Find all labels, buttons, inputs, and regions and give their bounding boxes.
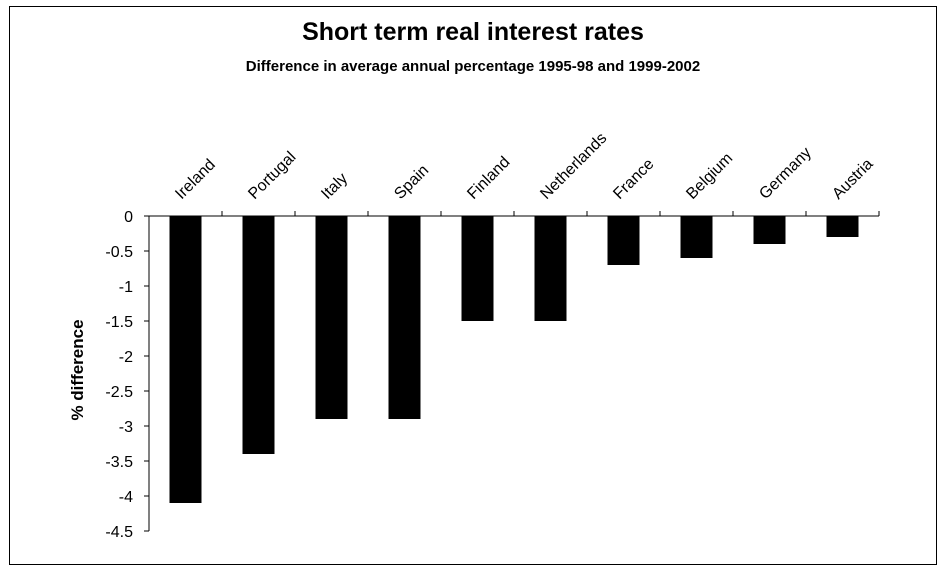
y-tick-label: 0 xyxy=(124,209,133,226)
category-label-france: France xyxy=(610,156,657,203)
bar-portugal xyxy=(242,216,275,454)
category-label-portugal: Portugal xyxy=(245,149,299,203)
y-tick-labels: 0 -0.5 -1 -1.5 -2 -2.5 -3 -3.5 -4 -4.5 xyxy=(105,209,133,541)
bar-belgium xyxy=(680,216,713,258)
category-label-belgium: Belgium xyxy=(683,150,736,203)
y-tick-label: -2 xyxy=(119,349,133,366)
bar-france xyxy=(607,216,640,265)
y-tick-label: -1 xyxy=(119,279,133,296)
y-tick-label: -1.5 xyxy=(105,314,133,331)
y-tick-label: -0.5 xyxy=(105,244,133,261)
bar-germany xyxy=(753,216,786,244)
y-tick-label: -2.5 xyxy=(105,384,133,401)
category-label-finland: Finland xyxy=(464,154,513,203)
y-tick-label: -4.5 xyxy=(105,524,133,541)
y-tick-label: -3 xyxy=(119,419,133,436)
category-label-italy: Italy xyxy=(318,170,351,203)
axes-group xyxy=(144,211,880,532)
bars-group xyxy=(169,216,859,503)
bar-austria xyxy=(826,216,859,237)
category-label-ireland: Ireland xyxy=(172,156,219,203)
category-label-austria: Austria xyxy=(829,156,876,203)
bar-netherlands xyxy=(534,216,567,321)
bar-italy xyxy=(315,216,348,419)
category-label-netherlands: Netherlands xyxy=(537,130,610,203)
category-label-spain: Spain xyxy=(391,162,432,203)
bar-spain xyxy=(388,216,421,419)
category-label-germany: Germany xyxy=(756,144,815,203)
bar-ireland xyxy=(169,216,202,503)
bar-finland xyxy=(461,216,494,321)
chart-title: Short term real interest rates xyxy=(302,18,644,46)
category-labels: Ireland Portugal Italy Spain Finland Netherla… xyxy=(172,130,876,203)
y-tick-label: -3.5 xyxy=(105,454,133,471)
y-tick-label: -4 xyxy=(119,489,133,506)
chart-subtitle: Difference in average annual percentage … xyxy=(245,58,701,75)
y-axis-title: % difference xyxy=(68,319,87,420)
